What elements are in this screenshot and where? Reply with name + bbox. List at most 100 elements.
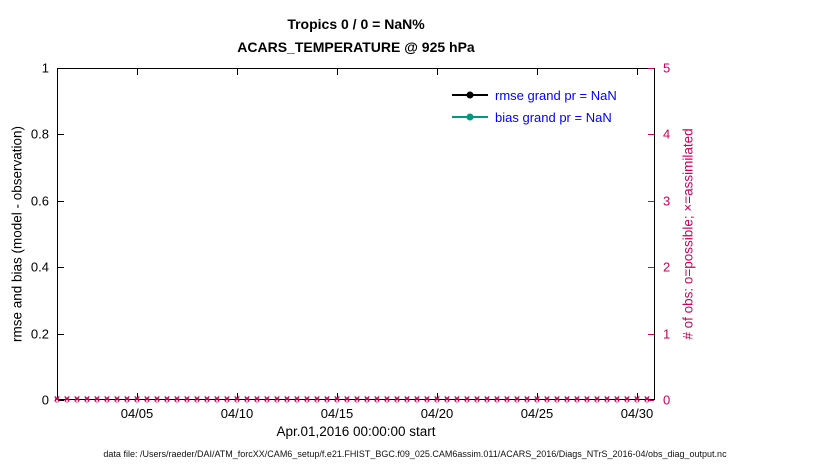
obs-count-marker: o × [541,394,553,406]
assimilated-obs-marker: × [553,393,561,406]
possible-obs-marker: o [134,394,140,405]
possible-obs-marker: o [484,394,490,405]
assimilated-obs-marker: × [573,393,581,406]
possible-obs-marker: o [324,394,330,405]
possible-obs-marker: o [454,394,460,405]
possible-obs-marker: o [334,394,340,405]
possible-obs-marker: o [114,394,120,405]
assimilated-obs-marker: × [463,393,471,406]
right-y-tick-label: 0 [663,392,671,408]
legend-item-rmse: rmse grand pr = NaN [452,84,617,106]
left-axis-label: rmse and bias (model - observation) [9,125,25,343]
possible-obs-marker: o [84,394,90,405]
assimilated-obs-marker: × [403,393,411,406]
obs-count-marker: o × [321,394,333,406]
assimilated-obs-marker: × [123,393,131,406]
obs-count-marker: o × [491,394,503,406]
x-tickmark-bottom [137,393,138,399]
assimilated-obs-marker: × [83,393,91,406]
x-tickmark-top [337,69,338,75]
x-tickmark-top [637,69,638,75]
legend-label-bias: bias grand pr = NaN [495,109,612,125]
possible-obs-marker: o [264,394,270,405]
possible-obs-marker: o [164,394,170,405]
assimilated-obs-marker: × [133,393,141,406]
assimilated-obs-marker: × [143,393,151,406]
assimilated-obs-marker: × [293,393,301,406]
right-y-tickmark [648,400,654,401]
assimilated-obs-marker: × [103,393,111,406]
right-axis-label: # of obs: o=possible; ×=assimilated [680,128,696,340]
left-y-tick-label: 0.4 [30,259,49,275]
possible-obs-marker: o [304,394,310,405]
obs-count-marker: o × [301,394,313,406]
possible-obs-marker: o [194,394,200,405]
possible-obs-marker: o [244,394,250,405]
possible-obs-marker: o [94,394,100,405]
possible-obs-marker: o [74,394,80,405]
possible-obs-marker: o [224,394,230,405]
obs-count-marker: o × [381,394,393,406]
possible-obs-marker: o [124,394,130,405]
obs-count-marker: o × [91,394,103,406]
assimilated-obs-marker: × [173,393,181,406]
rmse-line-sample [452,91,488,99]
right-y-tick-label: 2 [663,259,671,275]
x-tickmark-bottom [237,393,238,399]
x-tick-label: 04/10 [220,406,254,421]
assimilated-obs-marker: × [333,393,341,406]
left-y-tickmark [58,400,64,401]
data-file-caption: data file: /Users/raeder/DAI/ATM_forcXX/… [103,449,727,459]
obs-count-marker: o × [571,394,583,406]
right-y-tick-label: 5 [663,60,671,76]
possible-obs-marker: o [64,394,70,405]
obs-count-marker: o × [311,394,323,406]
x-tickmark-bottom [337,393,338,399]
right-y-tickmark [648,134,654,136]
assimilated-obs-marker: × [583,393,591,406]
assimilated-obs-marker: × [193,393,201,406]
x-tickmark-top [237,69,238,75]
possible-obs-marker: o [534,394,540,405]
x-tickmark-top [137,69,138,75]
possible-obs-marker: o [54,394,60,405]
possible-obs-marker: o [364,394,370,405]
obs-count-marker: o × [201,394,213,406]
obs-count-marker: o × [51,394,63,406]
obs-count-marker: o × [181,394,193,406]
possible-obs-marker: o [494,394,500,405]
assimilated-obs-marker: × [273,393,281,406]
possible-obs-marker: o [614,394,620,405]
possible-obs-marker: o [434,394,440,405]
obs-count-marker: o × [251,394,263,406]
possible-obs-marker: o [414,394,420,405]
obs-count-marker: o × [471,394,483,406]
obs-count-marker: o × [411,394,423,406]
right-y-tickmark [648,333,654,335]
obs-count-marker: o × [71,394,83,406]
left-y-tickmark [58,333,64,335]
left-y-tickmark [58,68,64,69]
obs-count-marker: o × [461,394,473,406]
possible-obs-marker: o [374,394,380,405]
possible-obs-marker: o [564,394,570,405]
obs-count-marker: o × [431,394,443,406]
x-tick-label: 04/05 [120,406,154,421]
possible-obs-marker: o [314,394,320,405]
possible-obs-marker: o [404,394,410,405]
possible-obs-marker: o [294,394,300,405]
assimilated-obs-marker: × [53,393,61,406]
assimilated-obs-marker: × [163,393,171,406]
assimilated-obs-marker: × [443,393,451,406]
obs-count-marker: o × [191,394,203,406]
obs-count-marker: o × [521,394,533,406]
assimilated-obs-marker: × [253,393,261,406]
possible-obs-marker: o [544,394,550,405]
possible-obs-marker: o [424,394,430,405]
assimilated-obs-marker: × [313,393,321,406]
possible-obs-marker: o [514,394,520,405]
right-y-tick-label: 3 [663,193,671,209]
x-tickmark-bottom [437,393,438,399]
left-y-tick-label: 0.2 [30,326,49,342]
assimilated-obs-marker: × [73,393,81,406]
